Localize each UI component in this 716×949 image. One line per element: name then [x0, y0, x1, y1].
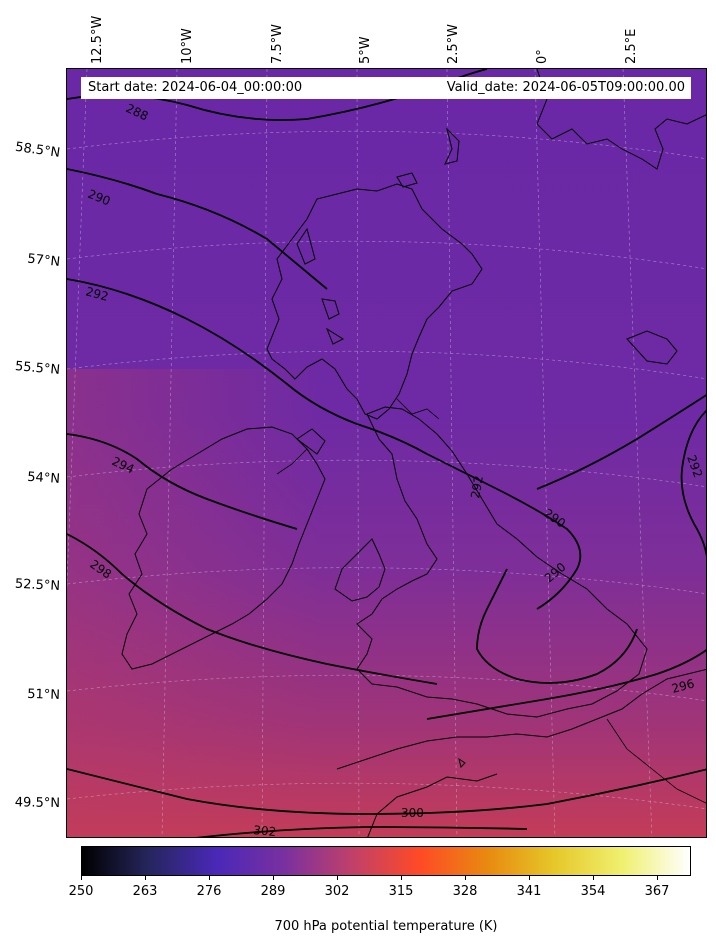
map-canvas: 288 290 292 294 298 292 290 290 292 296 …	[67, 69, 706, 838]
colorbar-tick-label: 263	[132, 884, 158, 899]
channel-islands	[458, 757, 466, 768]
contour-label: 292	[84, 284, 110, 303]
contour-lines	[67, 69, 706, 837]
contour-292-east	[476, 568, 638, 684]
colorbar-tick	[529, 876, 530, 880]
colorbar-tick	[337, 876, 338, 880]
colorbar-tick	[145, 876, 146, 880]
ireland-coast	[121, 426, 326, 670]
lon-label-12.5w: 12.5°W	[90, 15, 105, 64]
contour-290	[67, 168, 328, 290]
colorbar-tick-label: 354	[580, 884, 606, 899]
colorbar-tick-label: 341	[516, 884, 542, 899]
colorbar-tick	[81, 876, 82, 880]
norway-coast	[536, 69, 706, 170]
lat-label-55.5n: 55.5°N	[14, 359, 61, 378]
wales-coast	[334, 538, 386, 602]
lat-label-57n: 57°N	[26, 251, 61, 270]
contour-292-right	[680, 409, 706, 557]
colorbar-tick-label: 276	[196, 884, 222, 899]
contour-label: 300	[401, 806, 424, 820]
contour-label: 292	[468, 475, 486, 500]
colorbar-tick-label: 315	[388, 884, 414, 899]
valid-date-label: Valid_date: 2024-06-05T09:00:00.00	[446, 80, 685, 95]
contour-290-northeast	[536, 394, 706, 490]
coastlines	[121, 69, 706, 837]
france-coast	[336, 668, 706, 770]
graticule	[67, 69, 706, 837]
map-panel[interactable]: 288 290 292 294 298 292 290 290 292 296 …	[66, 68, 707, 838]
shetland	[444, 127, 460, 165]
colorbar-tick-label: 328	[452, 884, 478, 899]
colorbar-tick-label: 250	[68, 884, 94, 899]
contour-294	[67, 433, 298, 530]
colorbar-tick	[593, 876, 594, 880]
colorbar-tick	[657, 876, 658, 880]
colorbar-tick	[401, 876, 402, 880]
lon-label-0: 0°	[535, 49, 550, 64]
borders	[276, 398, 706, 804]
contour-290-east	[496, 488, 582, 610]
lat-label-49.5n: 49.5°N	[14, 795, 61, 811]
contour-292-west	[67, 278, 498, 490]
lon-label-2.5e: 2.5°E	[624, 28, 639, 64]
contour-label: 302	[253, 823, 277, 838]
orkney	[396, 172, 418, 188]
date-header-box: Start date: 2024-06-04_00:00:00 Valid_da…	[81, 77, 691, 99]
colorbar-tick	[209, 876, 210, 880]
scotland-coast	[266, 183, 483, 420]
contour-296	[426, 649, 706, 720]
colorbar-tick-label: 289	[260, 884, 286, 899]
lon-label-5w: 5°W	[358, 36, 373, 64]
colorbar-tick-label: 302	[324, 884, 350, 899]
contour-298	[67, 533, 438, 685]
lat-label-52.5n: 52.5°N	[14, 576, 61, 594]
colorbar-tick	[465, 876, 466, 880]
colorbar-tick-label: 367	[644, 884, 670, 899]
colorbar-tick	[273, 876, 274, 880]
lon-label-2.5w: 2.5°W	[446, 23, 461, 64]
contour-300	[67, 768, 706, 815]
lat-label-54n: 54°N	[26, 469, 61, 487]
start-date-label: Start date: 2024-06-04_00:00:00	[88, 80, 303, 95]
lon-label-10w: 10°W	[180, 28, 195, 64]
contour-302	[196, 826, 528, 837]
lon-label-7.5w: 7.5°W	[270, 23, 285, 64]
colorbar	[81, 846, 691, 876]
colorbar-title: 700 hPa potential temperature (K)	[274, 919, 498, 934]
lat-label-58.5n: 58.5°N	[14, 139, 62, 161]
lat-label-51n: 51°N	[26, 686, 61, 703]
contour-label: 296	[670, 676, 696, 695]
